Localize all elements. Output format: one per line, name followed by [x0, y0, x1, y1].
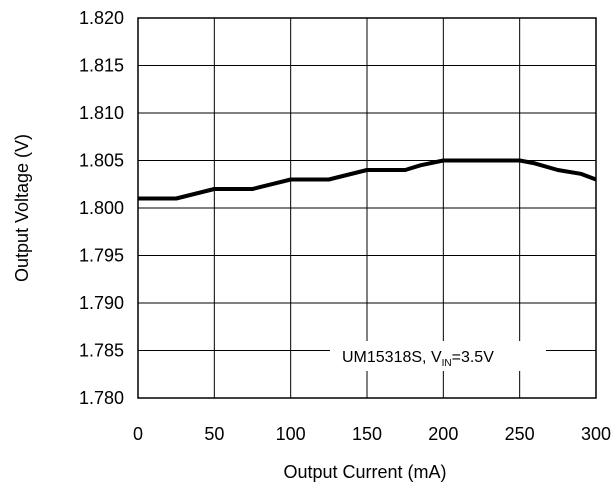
series-line [138, 158, 597, 201]
x-tick-label: 100 [276, 424, 306, 444]
x-axis-title: Output Current (mA) [283, 462, 446, 482]
x-tick-label: 150 [352, 424, 382, 444]
annotation-background [330, 341, 546, 371]
series-layer [138, 158, 597, 201]
y-tick-label: 1.795 [79, 246, 124, 266]
y-tick-label: 1.805 [79, 151, 124, 171]
y-tick-label: 1.810 [79, 103, 124, 123]
x-tick-label: 200 [428, 424, 458, 444]
annotation-label: UM15318S, VIN=3.5V [342, 349, 494, 369]
plot-frame [137, 17, 597, 399]
x-tick-label: 0 [133, 424, 143, 444]
y-tick-label: 1.820 [79, 8, 124, 28]
y-tick-label: 1.790 [79, 293, 124, 313]
y-tick-label: 1.780 [79, 388, 124, 408]
x-tick-label: 300 [581, 424, 611, 444]
x-tick-labels: 0 50 100 150 200 250 300 [133, 424, 611, 444]
y-axis-title: Output Voltage (V) [12, 134, 32, 282]
x-tick-label: 250 [505, 424, 535, 444]
annotation-box: UM15318S, VIN=3.5V [330, 341, 546, 371]
x-tick-label: 50 [204, 424, 224, 444]
y-tick-label: 1.800 [79, 198, 124, 218]
y-tick-labels: 1.780 1.785 1.790 1.795 1.800 1.805 1.810 1.815… [79, 8, 124, 408]
y-tick-label: 1.785 [79, 341, 124, 361]
y-tick-label: 1.815 [79, 56, 124, 76]
